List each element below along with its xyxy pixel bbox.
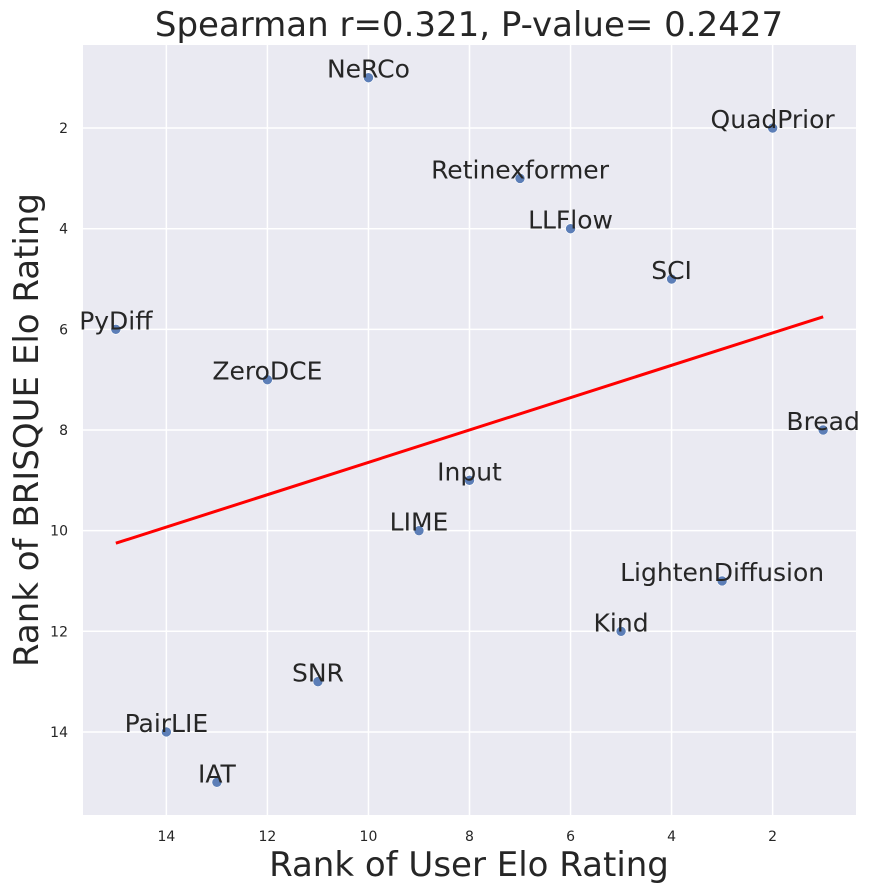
point-label: QuadPrior [711,105,836,134]
y-axis-label: Rank of BRISQUE Elo Rating [7,193,47,667]
y-tick-label: 10 [50,524,68,540]
point-label: LightenDiffusion [620,558,824,587]
x-axis-ticks: 14 12 10 8 6 4 2 [157,829,777,845]
chart-title: Spearman r=0.321, P-value= 0.2427 [155,5,783,45]
data-point [615,626,627,637]
y-tick-label: 4 [59,222,68,238]
point-label: SNR [292,659,344,688]
x-tick-label: 12 [258,829,276,845]
point-label: Retinexformer [431,155,610,184]
data-point [767,122,778,134]
data-point [565,223,576,234]
point-label: Bread [786,407,859,436]
point-label: Kind [594,608,649,637]
regression-line [115,315,824,545]
point-label: ZeroDCE [212,357,322,386]
point-label: NeRCo [327,55,410,84]
point-label: Input [437,457,502,486]
x-tick-label: 10 [360,829,378,845]
data-point [817,424,829,436]
data-point [211,776,223,788]
data-point [363,72,374,84]
point-label: SCI [651,256,692,285]
x-tick-label: 14 [157,829,175,845]
y-tick-label: 6 [59,322,68,338]
x-tick-label: 2 [768,829,777,845]
data-points: NeRCo QuadPrior Retinexformer LLFlow SCI PyDi… [79,55,860,789]
data-point [464,475,475,486]
data-point [716,575,728,587]
point-label: LIME [390,508,449,537]
data-point [161,726,172,738]
x-tick-label: 6 [566,829,575,845]
data-point [666,273,677,285]
y-tick-label: 8 [59,423,68,439]
y-tick-label: 14 [50,725,68,741]
point-label: LLFlow [528,206,613,235]
point-label: PairLIE [125,709,209,738]
x-tick-label: 4 [667,829,676,845]
data-point [514,173,526,184]
point-label: IAT [198,759,237,788]
y-tick-label: 12 [50,624,68,640]
y-tick-label: 2 [59,121,68,137]
regression-line-group [115,315,824,545]
data-point [110,324,122,335]
y-axis-ticks: 2 4 6 8 10 12 14 [50,121,68,741]
point-label: PyDiff [79,306,153,335]
data-point [312,676,324,687]
data-point [413,525,425,536]
x-tick-label: 8 [465,829,474,845]
x-axis-label: Rank of User Elo Rating [269,845,669,885]
data-point [262,374,273,385]
